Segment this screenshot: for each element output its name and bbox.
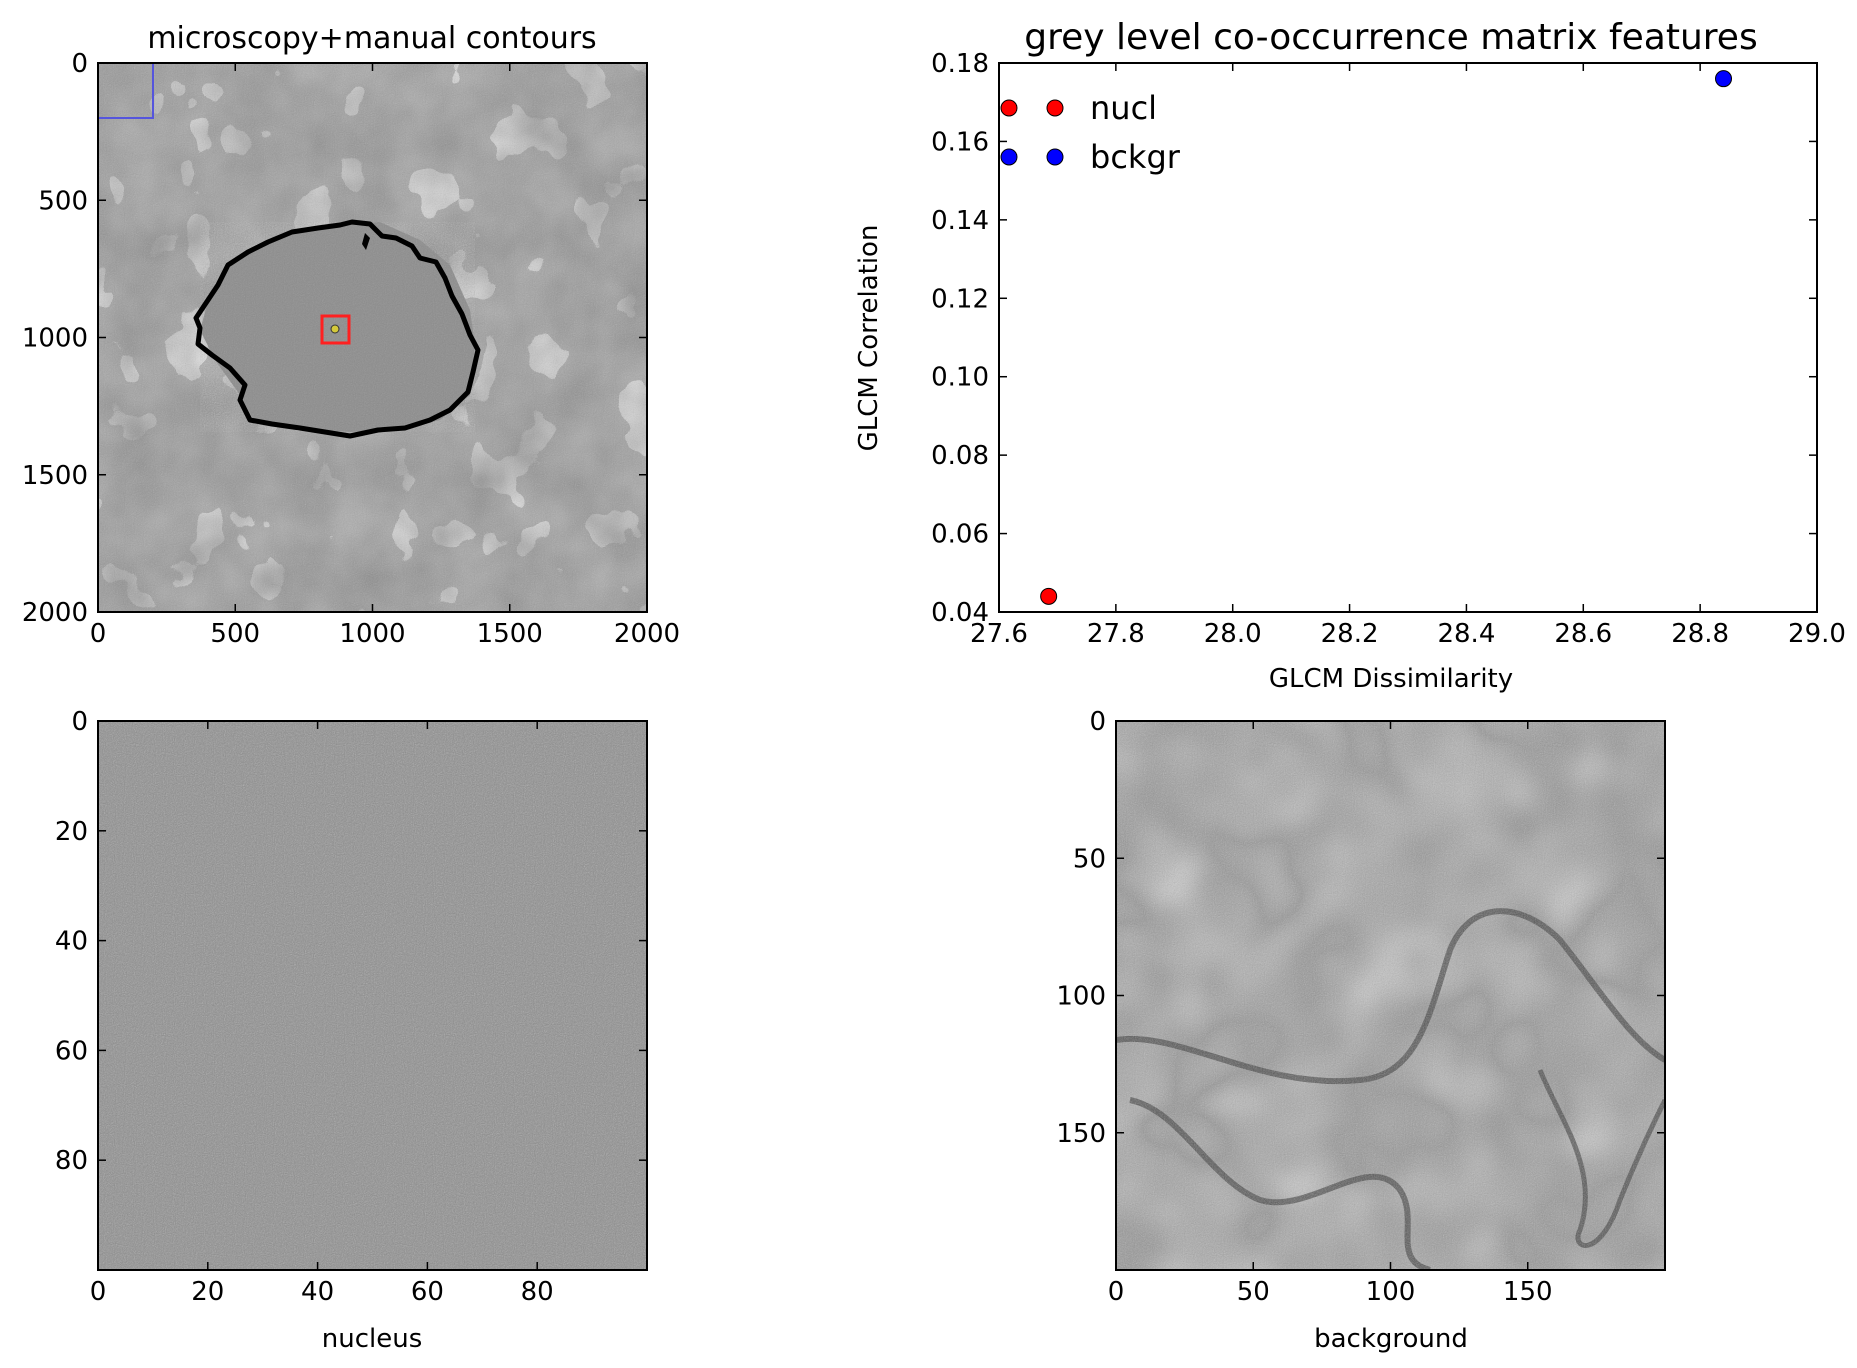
microscopy-panel: microscopy+manual contours 0 500 1000 1500 2… [22, 21, 680, 649]
y-tick-label: 1000 [22, 324, 88, 354]
y-tick-label: 150 [1056, 1119, 1106, 1149]
background-image [1116, 721, 1665, 1270]
nucleus-panel: 0 20 40 60 80 0 20 40 60 80 nucleus [55, 707, 648, 1354]
y-tick-label: 1500 [22, 461, 88, 491]
background-panel: 0 50 100 150 0 50 100 150 background [1056, 707, 1666, 1354]
microscopy-title: microscopy+manual contours [147, 21, 596, 56]
legend-label-nucl: nucl [1090, 89, 1157, 127]
y-tick-label: 0 [1089, 707, 1106, 737]
y-tick-label: 60 [55, 1036, 88, 1066]
x-tick-label: 80 [521, 1277, 554, 1307]
x-tick-label: 28.8 [1671, 619, 1729, 649]
x-tick-label: 28.2 [1321, 619, 1379, 649]
plot-frame [998, 62, 1818, 613]
x-tick-label: 50 [1237, 1277, 1270, 1307]
x-tick-label: 100 [1366, 1277, 1416, 1307]
y-tick-label: 50 [1073, 844, 1106, 874]
glcm-scatter-panel: grey level co-occurrence matrix features… [854, 17, 1846, 694]
y-tick-label: 0 [71, 49, 88, 79]
nucleus-image [98, 721, 647, 1270]
nucleus-roi-marker [330, 324, 340, 334]
y-tick-label: 0.12 [931, 284, 989, 314]
x-tick-label: 1500 [477, 619, 543, 649]
y-tick-label: 500 [38, 186, 88, 216]
x-tick-label: 28.0 [1204, 619, 1262, 649]
y-tick-label: 0.06 [931, 520, 989, 550]
y-tick-label: 2000 [22, 598, 88, 628]
background-xlabel: background [1314, 1324, 1468, 1354]
legend-marker-nucl [1046, 99, 1064, 117]
x-tick-label: 29.0 [1788, 619, 1846, 649]
point-nucl [1040, 587, 1058, 605]
x-tick-label: 1000 [339, 619, 405, 649]
nucleus-roi-box [320, 314, 351, 345]
nucleus-y-ticks: 0 20 40 60 80 [55, 707, 647, 1176]
y-tick-label: 0.08 [931, 441, 989, 471]
microscopy-image [98, 63, 647, 612]
point-bckgr [1715, 70, 1733, 88]
x-tick-label: 0 [90, 1277, 107, 1307]
contour-inclusion [362, 233, 370, 250]
legend-marker-nucl [1000, 99, 1018, 117]
background-x-ticks: 0 50 100 150 [1108, 721, 1553, 1307]
legend-label-bckgr: bckgr [1090, 138, 1181, 176]
x-axis-label: GLCM Dissimilarity [1269, 664, 1513, 694]
y-tick-label: 0.16 [931, 127, 989, 157]
background-y-ticks: 0 50 100 150 [1056, 707, 1665, 1149]
x-tick-label: 0 [90, 619, 107, 649]
y-tick-label: 20 [55, 817, 88, 847]
x-tick-label: 20 [191, 1277, 224, 1307]
y-tick-label: 0.04 [931, 598, 989, 628]
plot-area [999, 63, 1817, 612]
nucleus-xlabel: nucleus [322, 1324, 423, 1354]
x-tick-label: 40 [301, 1277, 334, 1307]
y-tick-label: 80 [55, 1146, 88, 1176]
nucleus-x-ticks: 0 20 40 60 80 [90, 721, 554, 1307]
x-tick-label: 27.6 [970, 619, 1028, 649]
y-axis-label: GLCM Correlation [854, 225, 884, 452]
legend: nucl bckgr [1000, 89, 1181, 176]
y-tick-label: 0.10 [931, 363, 989, 393]
nucleus-contour [193, 219, 481, 439]
scatter-x-ticks: 27.6 27.8 28.0 28.2 28.4 28.6 28.8 29.0 [970, 63, 1846, 649]
y-tick-label: 40 [55, 927, 88, 957]
microscopy-x-ticks: 0 500 1000 1500 2000 [90, 63, 680, 649]
y-tick-label: 100 [1056, 982, 1106, 1012]
x-tick-label: 500 [210, 619, 260, 649]
legend-marker-bckgr [1000, 148, 1018, 166]
chart-title: grey level co-occurrence matrix features [1024, 17, 1757, 58]
x-tick-label: 0 [1108, 1277, 1125, 1307]
legend-marker-bckgr [1046, 148, 1064, 166]
x-tick-label: 60 [411, 1277, 444, 1307]
y-tick-label: 0 [71, 707, 88, 737]
y-tick-label: 0.18 [931, 49, 989, 79]
x-tick-label: 2000 [614, 619, 680, 649]
scatter-points [1040, 70, 1733, 605]
nucleus-frame [97, 720, 648, 1271]
scatter-y-ticks: 0.04 0.06 0.08 0.10 0.12 0.14 0.16 0.18 [931, 49, 1817, 628]
x-tick-label: 150 [1503, 1277, 1553, 1307]
x-tick-label: 28.6 [1554, 619, 1612, 649]
x-tick-label: 27.8 [1087, 619, 1145, 649]
x-tick-label: 28.4 [1437, 619, 1495, 649]
y-tick-label: 0.14 [931, 206, 989, 236]
microscopy-y-ticks: 0 500 1000 1500 2000 [22, 49, 647, 628]
